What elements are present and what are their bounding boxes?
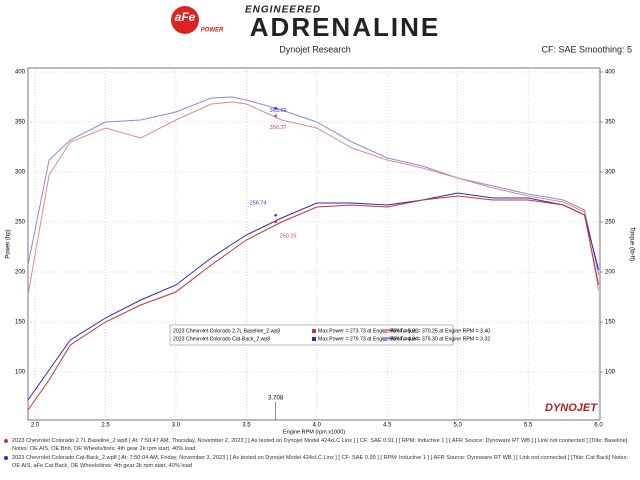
curve xyxy=(27,192,600,401)
y2-tick-label: 150 xyxy=(605,320,616,326)
x-axis-label: Engine RPM (rpm x1000) xyxy=(283,429,345,435)
y-tick-label: 300 xyxy=(15,170,26,176)
y2-tick-label: 100 xyxy=(605,370,616,376)
y-tick-label: 250 xyxy=(15,220,26,226)
y-axis-label: Power (hp) xyxy=(6,229,12,258)
annotation-label: 250.15 xyxy=(280,233,297,239)
x-tick-label: 4.0 xyxy=(313,423,322,429)
y2-tick-label: 300 xyxy=(605,170,616,176)
legend-power: Max Power = 279.73 at Engine RPM = 4.94 xyxy=(318,336,418,342)
note-marker xyxy=(4,439,8,443)
logo-sub: POWER xyxy=(201,28,224,34)
y-tick-label: 200 xyxy=(15,270,26,276)
curve xyxy=(27,101,600,296)
annotation-label: 256.74 xyxy=(250,201,267,207)
note-text: 2023 Chevrolet Colorado Cat-Back_2.wp8 [… xyxy=(12,455,629,469)
legend-file: 2023 Chevrolet Colorado Cat-Back_2.wp8 xyxy=(173,336,270,342)
settings-label: CF: SAE Smoothing: 5 xyxy=(541,44,632,54)
watermark: DYNOJET xyxy=(545,402,598,414)
legend-torque: Max Torque = 370.25 at Engine RPM = 3.40 xyxy=(389,328,490,334)
annotation-label: 356.37 xyxy=(270,125,287,131)
x-tick-label: 5.5 xyxy=(524,423,533,429)
legend-swatch xyxy=(383,337,387,341)
legend-swatch xyxy=(312,329,316,333)
header-line2: ADRENALINE xyxy=(250,12,440,42)
logo-brand: aFe xyxy=(175,10,196,24)
legend: 2023 Chevrolet Colorado 2.7L Baseline_2.… xyxy=(169,324,490,346)
annotation-point xyxy=(274,114,277,117)
legend-power: Max Power = 273.73 at Engine RPM = 5.02 xyxy=(318,328,418,334)
y2-tick-label: 200 xyxy=(605,270,616,276)
annotation-point xyxy=(274,107,277,110)
plot-frame xyxy=(27,67,601,421)
x-tick-label: 2.5 xyxy=(101,423,110,429)
y2-tick-label: 350 xyxy=(605,120,616,126)
header-line1: ENGINEERED xyxy=(245,5,321,16)
curve xyxy=(27,195,600,411)
y-tick-label: 400 xyxy=(15,70,26,76)
y2-tick-label: 250 xyxy=(605,220,616,226)
notes: 2023 Chevrolet Colorado 2.7L Baseline_2.… xyxy=(4,437,634,471)
note-text: 2023 Chevrolet Colorado 2.7L Baseline_2.… xyxy=(12,438,628,452)
curve xyxy=(27,96,600,276)
subtitle: Dynojet Research xyxy=(279,44,351,54)
x-tick-label: 4.5 xyxy=(383,423,392,429)
note: 2023 Chevrolet Colorado Cat-Back_2.wp8 [… xyxy=(4,454,634,470)
annotation-point xyxy=(274,220,277,224)
y2-tick-label: 400 xyxy=(605,70,616,76)
annotation-point xyxy=(274,213,277,217)
x-tick-label: 6.0 xyxy=(594,423,603,429)
annotation-label: 363.69 xyxy=(270,108,287,114)
legend-torque: Max Torque = 375.30 at Engine RPM = 3.32 xyxy=(389,336,490,342)
chart: aFe POWER ENGINEERED ADRENALINE Dynojet … xyxy=(6,5,635,436)
y-tick-label: 150 xyxy=(15,320,26,326)
cursor-label: 3.708 xyxy=(268,396,284,402)
y-tick-label: 350 xyxy=(15,120,26,126)
x-tick-label: 3.0 xyxy=(172,423,181,429)
logo-badge xyxy=(171,6,199,34)
x-tick-label: 2.0 xyxy=(31,423,40,429)
y-tick-label: 100 xyxy=(15,370,26,376)
note-marker xyxy=(4,456,8,460)
legend-swatch xyxy=(312,337,316,341)
legend-swatch xyxy=(383,329,387,333)
legend-file: 2023 Chevrolet Colorado 2.7L Baseline_2.… xyxy=(173,328,280,334)
note: 2023 Chevrolet Colorado 2.7L Baseline_2.… xyxy=(4,437,634,453)
y2-axis-label: Torque (lb-ft) xyxy=(628,227,634,261)
x-tick-label: 5.0 xyxy=(454,423,463,429)
x-tick-label: 3.5 xyxy=(242,423,251,429)
legend-box xyxy=(169,324,454,346)
